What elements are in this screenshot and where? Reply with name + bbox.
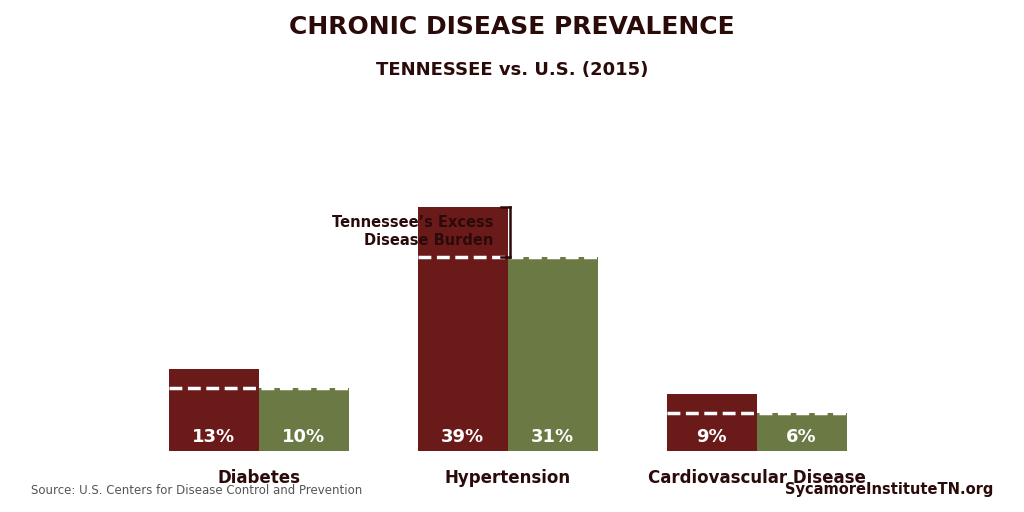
Text: CHRONIC DISEASE PREVALENCE: CHRONIC DISEASE PREVALENCE [289,15,735,39]
Text: 13%: 13% [193,428,236,445]
Text: 31%: 31% [531,428,574,445]
Bar [169,369,259,451]
Text: 6%: 6% [786,428,817,445]
Text: 9%: 9% [696,428,727,445]
Bar [418,206,508,451]
Text: 10%: 10% [283,428,326,445]
Text: Source: U.S. Centers for Disease Control and Prevention: Source: U.S. Centers for Disease Control… [31,484,361,497]
Text: Tennessee’s Excess
Disease Burden: Tennessee’s Excess Disease Burden [332,216,494,248]
Text: TENNESSEE vs. U.S. (2015): TENNESSEE vs. U.S. (2015) [376,61,648,79]
Text: SycamoreInstituteTN.org: SycamoreInstituteTN.org [785,482,993,497]
Bar [259,388,349,451]
Bar [508,257,598,451]
Text: 39%: 39% [441,428,484,445]
Bar [667,394,757,451]
Bar [757,413,847,451]
